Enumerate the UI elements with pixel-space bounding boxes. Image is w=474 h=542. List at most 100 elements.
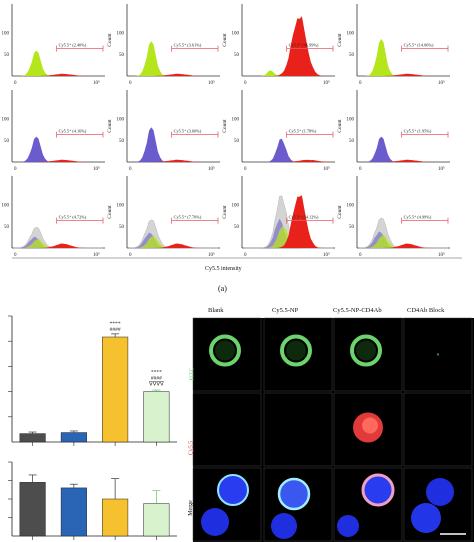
gate-percent-label: Cy5.5⁺ (4.16%) [59,129,87,134]
micro-row-title-fitc: FITC [189,367,196,381]
y-tick-label: 100 [232,203,240,208]
flow-histogram-panel: 50 100 Count 0 10⁵ Cy5.5⁺ (96.99%) [222,4,335,86]
nucleus [271,513,297,539]
gate-percent-label: Cy5.5⁺ (14.06%) [404,43,434,48]
histogram-red-tail [359,159,448,162]
histogram-red-tail [129,159,218,162]
flow-histogram-panel: 50 100 Count 0 10⁵ Cy5.5⁺ (4.99%) [337,176,450,258]
x-tick-label: 10⁵ [93,80,100,86]
micro-row-title-merge: Merge [187,500,194,516]
micro-tile [333,467,403,542]
bar [143,503,170,537]
y-axis-label: Count [337,119,343,133]
gate-percent-label: Cy5.5⁺ (1.78%) [289,129,317,134]
y-tick-label: 50 [234,225,240,230]
fitc-speck [436,353,440,356]
x-tick-label: 10⁵ [323,166,330,172]
significance-marker: **** [110,321,121,327]
y-axis-label: Count [107,205,113,219]
histogram-red [244,195,333,248]
y-tick-label: 50 [234,53,240,58]
fitc-cell-inner [356,340,376,361]
y-tick-label: 50 [119,53,125,58]
y-tick-label: 100 [2,31,10,36]
histogram-red-tail [359,243,448,248]
x-tick-label: 0 [244,81,247,86]
gate-percent-label: Cy5.5⁺ (96.99%) [289,43,319,48]
x-tick-label: 0 [14,167,17,172]
membrane [361,473,395,507]
x-tick-label: 10⁵ [208,252,215,258]
x-tick-label: 10⁵ [438,166,445,172]
micro-tile [403,392,473,467]
micro-tile-frame [263,392,333,467]
x-tick-label: 10⁵ [323,252,330,258]
histogram-red-tail [14,73,103,76]
fitc-cell [280,334,312,367]
nucleus [337,515,359,537]
histogram-green [359,234,448,248]
y-tick-label: 100 [2,117,10,122]
y-tick-label: 100 [347,117,355,122]
bar [19,433,46,443]
x-tick-label: 10⁵ [208,80,215,86]
y-tick-label: 100 [117,117,125,122]
flow-histogram-panel: 50 100 0 10⁵ Cy5.5⁺ (4.16%) [2,90,105,172]
histogram-blue [14,136,103,162]
histogram-red-tail [129,243,218,248]
micro-tile [192,392,262,467]
bar-chart-1: ****####****####∇∇∇∇ [8,315,177,446]
micro-tile [403,317,473,392]
gate-percent-label: Cy5.5⁺ (4.72%) [59,215,87,220]
histogram-green [14,239,103,248]
gate-percent-label: Cy5.5⁺ (7.70%) [174,215,202,220]
micro-tile [192,317,262,392]
membrane [217,474,249,506]
micro-col-title-cy55np: Cy5.5-NP [272,307,299,314]
significance-marker: #### [110,327,121,333]
y-tick-label: 100 [347,31,355,36]
fitc-cell-inner [286,340,306,361]
significance-marker: ∇∇∇∇ [148,380,165,387]
x-tick-label: 10⁵ [208,166,215,172]
histogram-red-tail [14,243,103,248]
y-tick-label: 50 [349,225,355,230]
histogram-red [244,16,333,76]
y-tick-label: 50 [119,225,125,230]
x-tick-label: 0 [244,167,247,172]
micro-tile [333,317,403,392]
y-tick-label: 50 [349,53,355,58]
histogram-red-tail [359,73,448,76]
nucleus [279,479,309,509]
micro-tile-frame [403,392,473,467]
flow-histogram-panel: 50 100 Count 0 10⁵ Cy5.5⁺ (3.61%) [107,4,220,86]
significance-marker: **** [151,369,162,375]
significance-marker: #### [151,375,162,381]
y-tick-label: 50 [4,53,10,58]
histogram-green [359,39,448,76]
micro-tile [192,467,262,542]
histogram-red-tail [14,159,103,162]
bar [19,482,46,537]
bar [102,498,129,537]
gate-percent-label: Cy5.5⁺ (4.99%) [404,215,432,220]
bar-charts: ****####****####∇∇∇∇ [8,315,177,540]
microscopy-grid [192,317,474,542]
gate-percent-label: Cy5.5⁺ (3.60%) [174,129,202,134]
histogram-blue [244,138,333,162]
flow-histogram-panel: 50 100 Count 0 10⁵ Cy5.5⁺ (14.06%) [337,4,450,86]
panel-a-label: (a) [218,284,227,293]
fitc-cell [209,334,241,367]
x-tick-label: 0 [359,253,362,258]
y-axis-label: Count [222,119,228,133]
y-tick-label: 100 [232,31,240,36]
y-tick-label: 100 [232,117,240,122]
y-tick-label: 50 [4,139,10,144]
y-tick-label: 50 [119,139,125,144]
y-axis-label: Count [107,119,113,133]
gate-percent-label: Cy5.5⁺ (1.95%) [404,129,432,134]
micro-row-title-cy55: Cy5.5 [188,440,195,456]
x-tick-label: 0 [129,167,132,172]
micro-tile-frame [192,392,262,467]
y-axis-label: Count [222,33,228,47]
